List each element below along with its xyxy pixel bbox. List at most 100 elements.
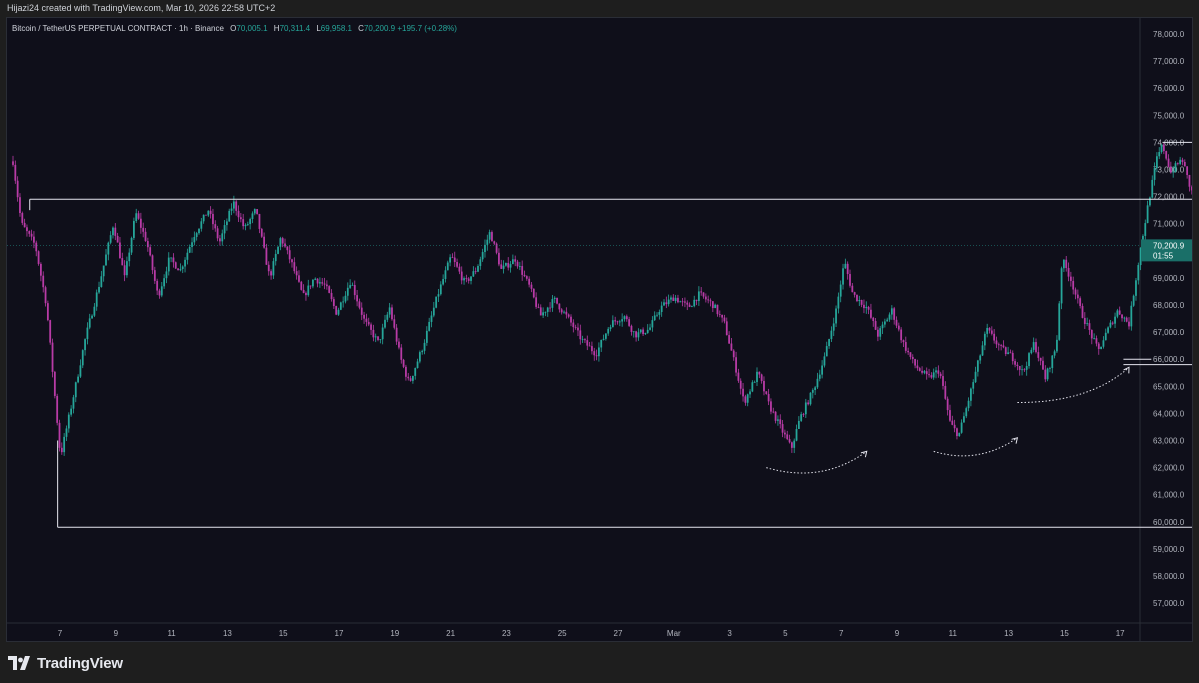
candle-body — [77, 376, 79, 383]
candle-body — [384, 319, 386, 328]
price-chart[interactable]: 78,000.077,000.076,000.075,000.074,000.0… — [7, 18, 1193, 642]
candle-body — [249, 219, 252, 225]
candle-body — [621, 319, 624, 322]
candle-body — [84, 339, 86, 351]
x-tick-label: 9 — [895, 629, 900, 638]
candle-body — [205, 214, 207, 216]
footer: TradingView — [0, 643, 1199, 683]
candle-body — [16, 180, 19, 198]
candle-body — [216, 228, 219, 239]
candle-body — [1188, 174, 1191, 187]
candle-body — [453, 257, 456, 262]
symbol-title[interactable]: Bitcoin / TetherUS PERPETUAL CONTRACT · … — [12, 24, 224, 33]
candle-body — [823, 356, 826, 366]
candle-body — [1076, 294, 1079, 299]
candle-body — [1100, 346, 1102, 349]
candle-body — [235, 201, 238, 211]
candle-body — [407, 376, 410, 379]
candle-body — [737, 372, 740, 381]
candle-body — [811, 389, 814, 393]
candle-body — [267, 264, 270, 272]
candle-body — [200, 221, 203, 229]
candle-body — [1067, 267, 1070, 277]
candle-body — [1128, 321, 1130, 327]
author-credit: Hijazi24 created with TradingView.com, M… — [7, 3, 276, 13]
candle-body — [40, 263, 42, 276]
candle-body — [953, 424, 956, 429]
candle-body — [1160, 144, 1163, 153]
candle-body — [704, 296, 707, 300]
y-tick-label: 63,000.0 — [1153, 437, 1185, 446]
candle-body — [102, 265, 105, 277]
x-tick-label: 15 — [1060, 629, 1069, 638]
candle-body — [477, 265, 479, 272]
candle-body — [795, 428, 798, 441]
candle-body — [900, 329, 903, 341]
candle-body — [418, 352, 421, 362]
candle-body — [530, 284, 533, 289]
candle-body — [1121, 314, 1123, 319]
candle-body — [674, 297, 677, 302]
candle-body — [181, 266, 184, 270]
candle-body — [130, 237, 133, 253]
candle-body — [1058, 303, 1061, 340]
candle-body — [1165, 151, 1168, 159]
candle-body — [779, 419, 782, 425]
tradingview-logo-icon — [8, 656, 30, 670]
candle-body — [786, 434, 789, 440]
candle-body — [363, 314, 365, 319]
candle-body — [360, 307, 363, 315]
candle-body — [446, 262, 449, 271]
candle-body — [184, 259, 186, 267]
candle-body — [28, 231, 31, 234]
candle-body — [167, 257, 170, 272]
candle-body — [465, 278, 468, 279]
high-value: 70,311.4 — [279, 24, 311, 33]
candle-body — [502, 265, 505, 269]
candle-body — [174, 262, 177, 269]
candle-body — [916, 365, 919, 369]
candle-body — [1097, 343, 1100, 349]
candle-body — [928, 374, 930, 376]
candle-body — [688, 304, 691, 307]
candle-body — [863, 304, 865, 309]
candle-body — [1176, 163, 1179, 164]
candle-body — [214, 224, 217, 229]
candle-body — [839, 284, 842, 297]
change-value: +195.7 (+0.28%) — [397, 24, 457, 33]
candle-body — [44, 287, 47, 304]
candle-body — [739, 380, 742, 389]
candle-body — [437, 294, 440, 297]
candle-body — [816, 378, 819, 388]
candle-body — [412, 375, 414, 381]
candle-body — [725, 321, 728, 336]
candle-body — [602, 338, 605, 340]
candle-body — [460, 271, 463, 281]
candle-body — [765, 391, 768, 394]
candle-body — [528, 278, 531, 285]
y-tick-label: 66,000.0 — [1153, 355, 1185, 364]
candle-body — [614, 320, 617, 322]
candle-body — [295, 271, 298, 276]
candle-body — [1088, 323, 1091, 330]
candle-body — [830, 330, 833, 340]
candle-body — [709, 300, 712, 302]
candle-body — [579, 330, 582, 340]
candle-body — [193, 236, 196, 243]
candle-body — [242, 219, 245, 227]
candle-body — [535, 297, 538, 307]
tradingview-logo[interactable]: TradingView — [8, 655, 123, 672]
candle-body — [1065, 259, 1068, 268]
candle-body — [35, 242, 38, 252]
candle-body — [505, 262, 507, 266]
candle-body — [663, 302, 665, 306]
candle-body — [1190, 186, 1192, 191]
chart-frame[interactable]: Bitcoin / TetherUS PERPETUAL CONTRACT · … — [6, 17, 1193, 642]
x-tick-label: 17 — [1116, 629, 1125, 638]
candle-body — [997, 344, 1000, 346]
x-tick-label: 23 — [502, 629, 511, 638]
candle-body — [570, 316, 572, 323]
candle-body — [158, 290, 161, 296]
candle-body — [665, 302, 668, 305]
candle-body — [1051, 355, 1054, 369]
